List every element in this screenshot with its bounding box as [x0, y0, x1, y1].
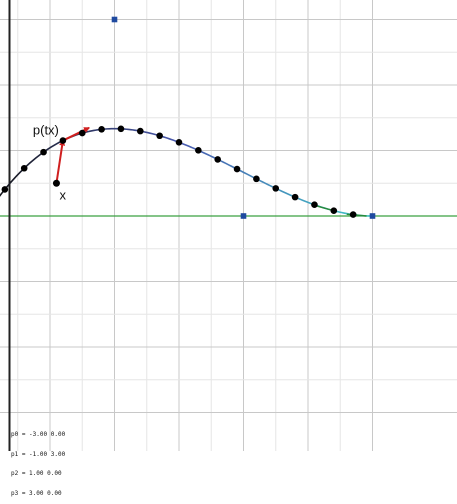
sample-point	[272, 185, 280, 192]
sample-point	[233, 165, 241, 173]
grid	[0, 0, 457, 451]
sample-point	[330, 207, 338, 214]
sample-point	[117, 125, 125, 133]
sample-point	[195, 147, 202, 154]
control-point-readout: p0 = -3.00 0.00 p1 = -1.00 3.00 p2 = 1.0…	[11, 419, 65, 504]
sample-point	[349, 211, 357, 218]
sample-point	[214, 156, 221, 163]
curve-sample-points	[1, 125, 357, 218]
axes	[0, 0, 457, 451]
sample-point	[175, 139, 183, 146]
curve-canvas[interactable]: p(tx) x	[0, 0, 457, 451]
control-points[interactable]	[0, 16, 376, 219]
projection-arrow	[55, 139, 66, 184]
sample-point	[20, 164, 28, 172]
sample-point	[137, 127, 144, 135]
readout-line-p2: p2 = 1.00 0.00	[11, 470, 62, 477]
readout-line-p3: p3 = 3.00 0.00	[11, 489, 62, 497]
readout-line-p0: p0 = -3.00 0.00	[11, 431, 66, 438]
sample-point	[40, 148, 47, 156]
sample-point	[59, 137, 67, 144]
sample-point	[291, 193, 299, 201]
projection-arrows	[55, 126, 90, 184]
sample-point	[311, 201, 318, 209]
sample-point	[156, 132, 163, 140]
control-point-p1[interactable]	[111, 16, 118, 23]
curve-point-label: p(tx)	[33, 123, 59, 138]
sample-point	[98, 126, 105, 133]
control-point-p3[interactable]	[369, 213, 376, 219]
query-point	[52, 179, 60, 187]
readout-line-p1: p1 = -1.00 3.00	[11, 450, 66, 458]
sample-point	[253, 175, 260, 183]
sample-point	[1, 186, 9, 193]
sample-point	[78, 129, 86, 137]
tangent-arrow	[62, 126, 90, 142]
query-point-label: x	[59, 187, 66, 202]
point-labels: p(tx) x	[33, 123, 67, 203]
control-point-p2[interactable]	[240, 213, 247, 219]
